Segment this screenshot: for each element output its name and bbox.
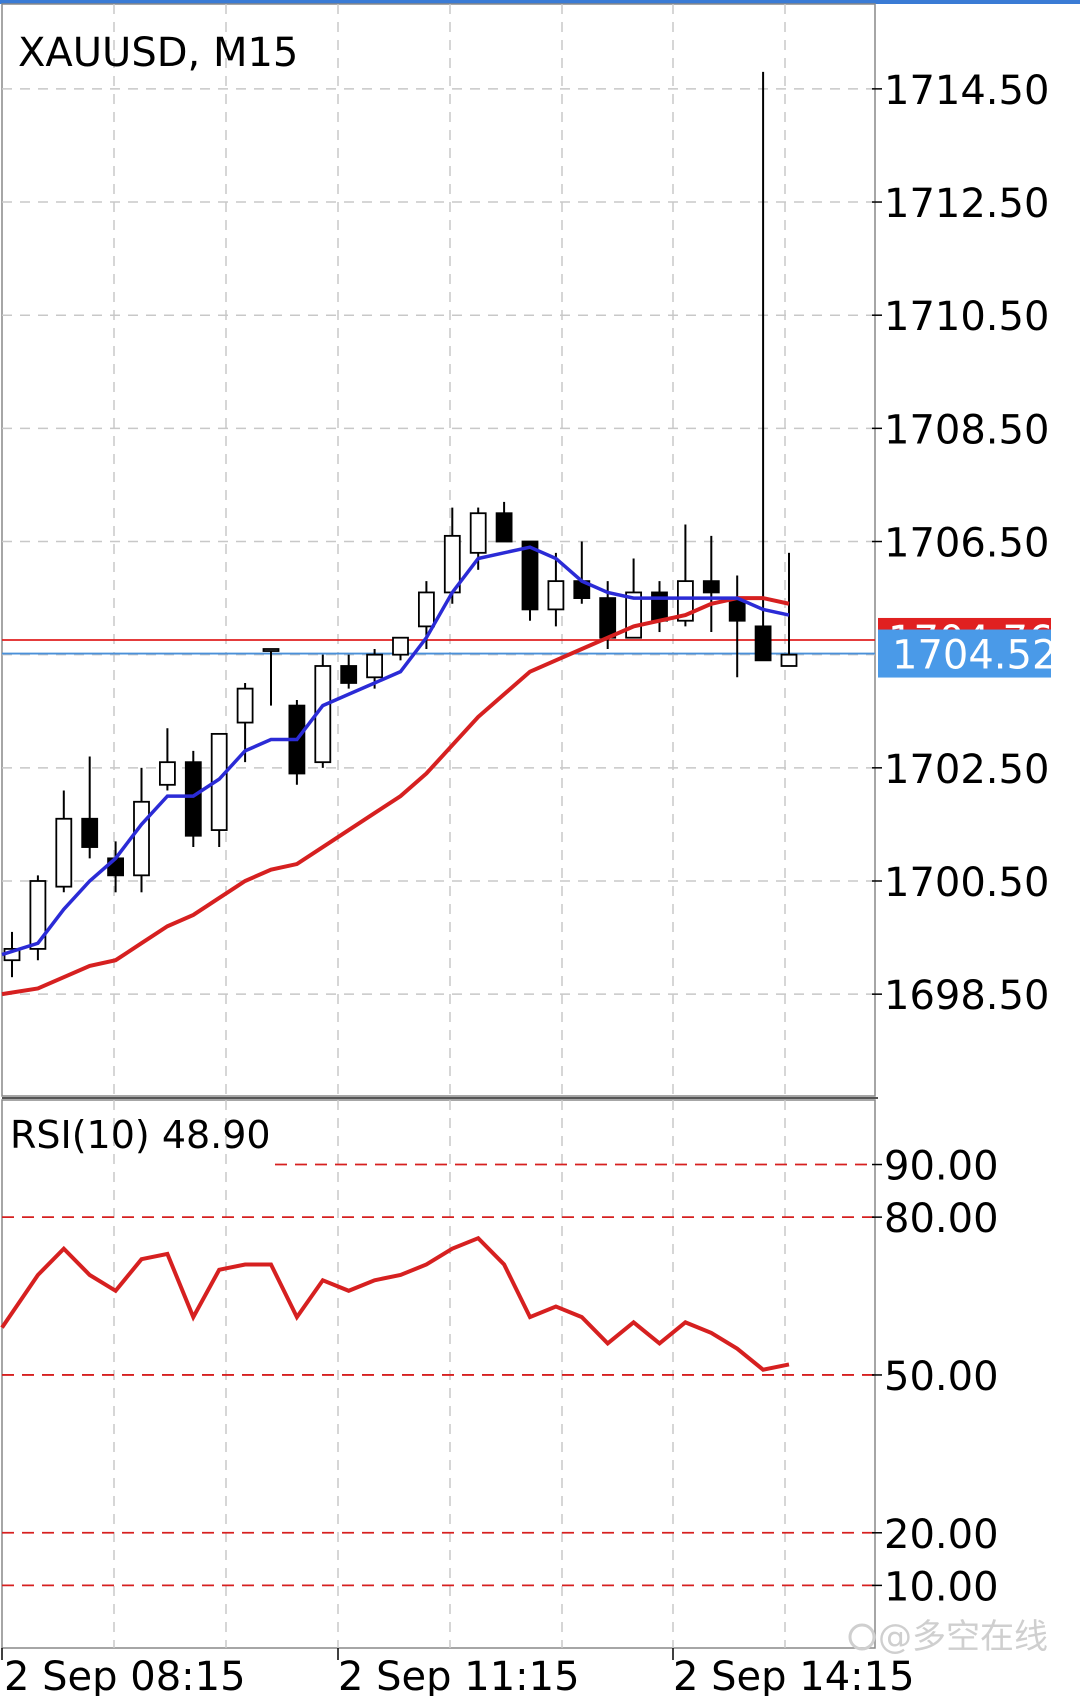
watermark-text: @多空在线 <box>878 1617 1048 1657</box>
candle-bear <box>340 665 358 684</box>
bid-tag-bg <box>878 629 1051 678</box>
candle-bull <box>677 580 694 622</box>
candle-bull <box>780 653 798 667</box>
bid-tag-text: 1704.52 <box>892 633 1057 679</box>
candle-bear <box>702 580 720 594</box>
rsi-axis-label: 20.00 <box>884 1512 999 1558</box>
candle-bull <box>417 591 435 628</box>
time-axis-label: 2 Sep 14:15 <box>673 1654 915 1696</box>
candle-bull <box>469 512 487 554</box>
candle-bear <box>495 512 513 543</box>
rsi-axis-label: 90.00 <box>884 1144 999 1190</box>
candle-bull <box>547 580 565 611</box>
candle-bull <box>158 761 176 786</box>
candle-bull <box>366 653 384 679</box>
candle-bear <box>521 540 539 611</box>
watermark: @多空在线 <box>848 1617 1048 1657</box>
candle-bear <box>754 625 772 662</box>
rsi-title: RSI(10) 48.90 <box>10 1113 271 1157</box>
grid-lines <box>2 4 875 1648</box>
top-accent-bar <box>0 0 1080 4</box>
candle-bull <box>392 636 409 656</box>
rsi-axis-label: 10.00 <box>884 1564 999 1610</box>
candle-bull <box>236 687 254 724</box>
symbol-title: XAUUSD, M15 <box>18 30 298 76</box>
rsi-axis-label: 50.00 <box>884 1354 999 1400</box>
price-axis-label: 1710.50 <box>884 294 1049 340</box>
rsi-panel-frame <box>1 1099 876 1649</box>
candle-bull <box>133 800 150 877</box>
candle-bear <box>184 761 202 837</box>
candle-bull <box>55 817 73 888</box>
fast-ma-line <box>1 545 790 957</box>
moving-averages <box>1 545 790 997</box>
candle-bear <box>599 597 617 639</box>
candle-bull <box>29 880 47 950</box>
watermark-icon <box>848 1623 876 1651</box>
time-axis-label: 2 Sep 08:15 <box>4 1654 246 1696</box>
main-chart-frame <box>1 3 876 1097</box>
price-axis-label: 1700.50 <box>884 860 1049 906</box>
bid-price-tag: 1704.52 <box>878 629 1057 679</box>
price-tags: 1704.761704.52 <box>878 617 1057 679</box>
rsi-line <box>0 1235 790 1372</box>
time-axis-label: 2 Sep 11:15 <box>338 1654 580 1696</box>
slow-ma-line <box>1 596 790 997</box>
price-axis-labels: 1714.50 1712.50 1710.50 1708.50 1706.50 1702.… <box>1 68 1049 1696</box>
rsi-line-group <box>0 1235 790 1372</box>
candle-bull <box>262 648 280 652</box>
price-axis-label: 1712.50 <box>884 181 1049 227</box>
price-axis-label: 1714.50 <box>884 68 1049 114</box>
candlesticks <box>3 71 798 978</box>
price-axis-label: 1702.50 <box>884 747 1049 793</box>
candle-bear <box>81 817 99 848</box>
price-axis-label: 1708.50 <box>884 407 1049 453</box>
price-axis-label: 1698.50 <box>884 973 1049 1019</box>
price-axis-label: 1706.50 <box>884 521 1049 567</box>
rsi-level-lines: 90.00 80.00 50.00 20.00 10.00 <box>2 1144 999 1610</box>
rsi-axis-label: 80.00 <box>884 1196 999 1242</box>
price-lines <box>2 639 875 655</box>
